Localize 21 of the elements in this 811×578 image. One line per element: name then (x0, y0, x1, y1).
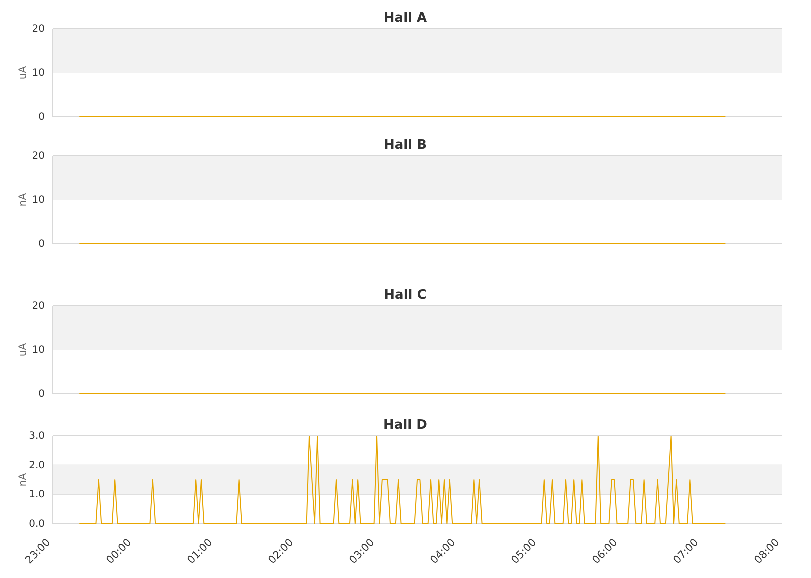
y-tick-label: 20 (32, 150, 45, 162)
y-axis-title: uA (18, 343, 28, 357)
y-tick-label: 2.0 (29, 460, 45, 471)
chart-title: Hall B (384, 138, 427, 153)
y-tick-label: 10 (32, 194, 45, 206)
y-tick-label: 0.0 (29, 518, 45, 530)
chart-title: Hall D (384, 418, 428, 433)
y-tick-label: 0 (38, 388, 45, 400)
chart-title: Hall C (384, 288, 427, 303)
y-tick-label: 20 (32, 24, 45, 34)
y-axis-title: nA (18, 193, 28, 207)
y-tick-label: 10 (32, 344, 45, 356)
y-tick-label: 0 (38, 238, 45, 250)
y-axis-title: nA (18, 473, 28, 487)
y-tick-label: 1.0 (29, 489, 45, 500)
y-tick-label: 10 (32, 68, 45, 78)
y-axis-title: uA (18, 66, 28, 80)
y-tick-label: 0 (38, 112, 45, 122)
chart-title: Hall A (384, 11, 428, 26)
y-tick-label: 20 (32, 300, 45, 312)
y-tick-label: 3.0 (29, 430, 45, 442)
